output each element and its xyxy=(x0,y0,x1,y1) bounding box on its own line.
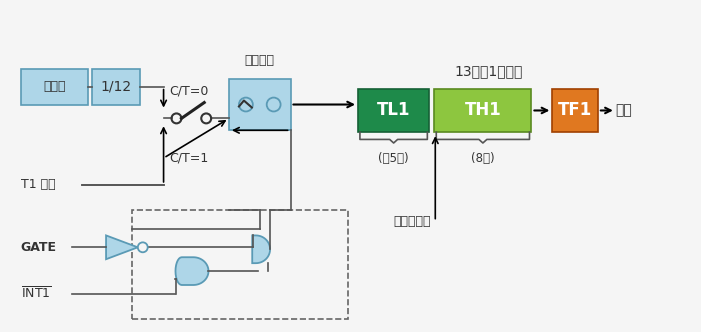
Text: (低5位): (低5位) xyxy=(379,152,409,165)
FancyBboxPatch shape xyxy=(92,69,139,105)
Text: 启动控制: 启动控制 xyxy=(245,54,275,67)
Polygon shape xyxy=(175,257,208,285)
Text: 13位加1计数器: 13位加1计数器 xyxy=(455,64,523,78)
Text: 中断: 中断 xyxy=(615,104,632,118)
Text: $\overline{\rm INT1}$: $\overline{\rm INT1}$ xyxy=(21,286,51,302)
Text: C/T=1: C/T=1 xyxy=(170,152,209,165)
Text: TF1: TF1 xyxy=(558,102,592,120)
Polygon shape xyxy=(252,235,270,263)
Text: GATE: GATE xyxy=(21,241,57,254)
Text: (8位): (8位) xyxy=(471,152,495,165)
Text: 高三位弃用: 高三位弃用 xyxy=(394,215,431,228)
Text: TH1: TH1 xyxy=(465,102,501,120)
Text: TL1: TL1 xyxy=(377,102,410,120)
FancyBboxPatch shape xyxy=(21,69,88,105)
Text: 震荡器: 震荡器 xyxy=(43,80,66,93)
Text: T1 引脚: T1 引脚 xyxy=(21,178,55,191)
FancyBboxPatch shape xyxy=(358,89,429,132)
FancyBboxPatch shape xyxy=(229,79,290,130)
FancyBboxPatch shape xyxy=(435,89,531,132)
Text: 1/12: 1/12 xyxy=(100,80,132,94)
Text: C/T=0: C/T=0 xyxy=(170,84,209,97)
Polygon shape xyxy=(106,235,138,259)
FancyBboxPatch shape xyxy=(552,89,598,132)
